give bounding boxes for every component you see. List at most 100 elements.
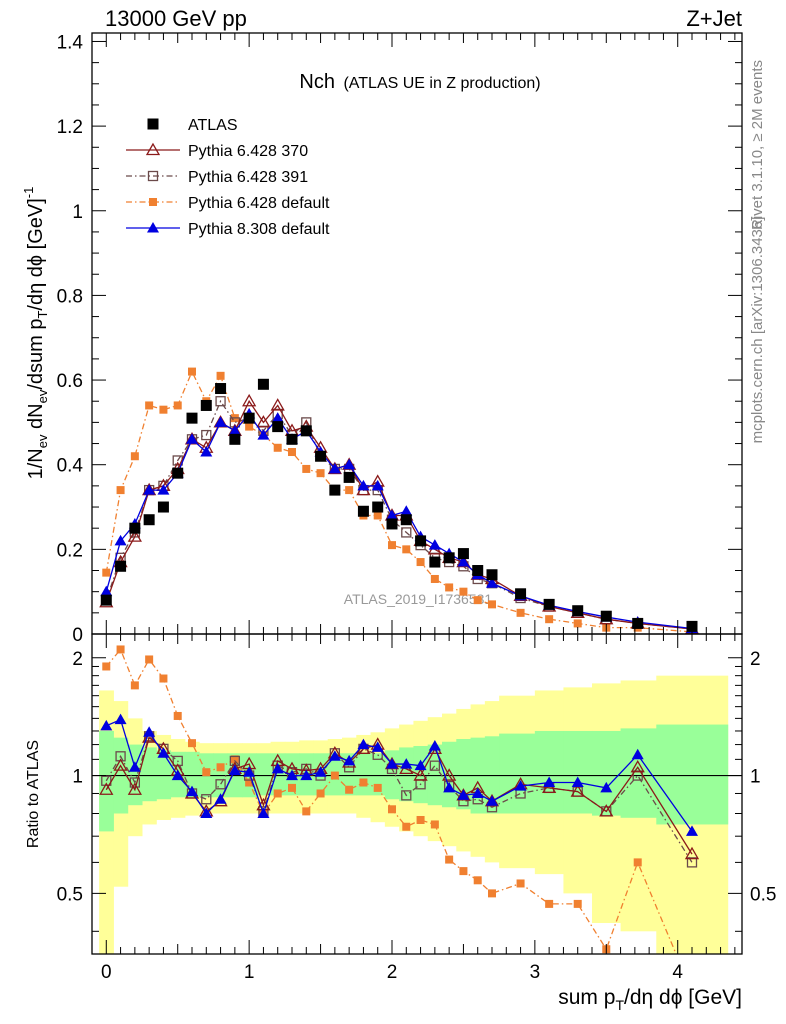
ratio-data-point <box>300 769 313 781</box>
ratio-data-point <box>188 739 196 748</box>
main-data-point <box>286 433 298 445</box>
mcplots-label: mcplots.cern.ch [arXiv:1306.3436] <box>749 217 766 444</box>
main-ytick-label: 0.2 <box>57 540 83 561</box>
xtick-label: 0 <box>101 962 112 983</box>
ratio-data-point <box>127 782 142 795</box>
legend: ATLAS Pythia 6.428 370 Pythia 6.428 391 Pyt… <box>126 117 330 238</box>
ratio-data-point <box>114 713 127 725</box>
main-data-point <box>386 518 398 530</box>
legend-item-pythia-6-428-default: Pythia 6.428 default <box>126 195 330 212</box>
main-data-point <box>429 556 441 568</box>
main-data-point <box>186 433 198 444</box>
main-data-point <box>273 443 282 452</box>
main-data-point <box>172 467 184 479</box>
watermark: ATLAS_2019_I1736531 <box>344 591 493 607</box>
main-data-point <box>400 505 413 516</box>
ratio-data-point <box>459 867 468 876</box>
main-data-point <box>315 450 327 462</box>
legend-item-pythia-8-308-default: Pythia 8.308 default <box>126 221 330 238</box>
ratio-uncertainty-bands <box>92 675 742 954</box>
main-data-point <box>400 514 412 526</box>
main-ytick-label: 1.2 <box>57 117 83 138</box>
xtick-label: 3 <box>530 962 541 983</box>
main-data-point <box>302 464 311 473</box>
ratio-data-point <box>599 804 614 817</box>
ratio-data-point <box>471 787 484 798</box>
legend-label: Pythia 6.428 default <box>188 195 330 212</box>
legend-item-pythia-6-428-370: Pythia 6.428 370 <box>126 142 308 160</box>
main-panel-series <box>99 367 700 634</box>
main-data-point <box>401 527 412 538</box>
legend-marker <box>145 142 161 156</box>
main-ytick-label: 0.4 <box>57 456 84 477</box>
main-data-point <box>216 371 225 380</box>
ratio-series-line <box>106 718 693 832</box>
plot-title-sub: (ATLAS UE in Z production) <box>343 75 540 92</box>
main-data-point <box>459 587 468 596</box>
main-data-point <box>288 448 296 457</box>
ratio-data-point <box>202 768 211 777</box>
main-data-point <box>416 558 425 567</box>
ratio-data-point <box>143 726 156 737</box>
ratio-data-point <box>686 825 698 836</box>
main-data-point <box>200 446 213 457</box>
green-band-bin <box>656 724 729 825</box>
main-data-point <box>257 429 270 440</box>
main-ytick-label: 1 <box>72 202 83 223</box>
ratio-data-point <box>145 655 154 664</box>
main-data-point <box>130 452 139 461</box>
ratio-data-point <box>216 763 225 772</box>
main-data-point <box>100 585 113 597</box>
ratio-data-point <box>545 899 554 908</box>
legend-label: Pythia 8.308 default <box>188 221 330 238</box>
ratio-data-point <box>429 760 441 771</box>
ratio-data-point <box>543 776 556 788</box>
legend-item-atlas: ATLAS <box>147 117 238 134</box>
ratio-data-point <box>630 759 645 773</box>
legend-marker <box>149 198 157 206</box>
ratio-data-point <box>401 790 412 801</box>
ratio-data-point <box>100 719 113 731</box>
main-data-point <box>145 401 154 410</box>
ratio-data-point <box>359 778 368 787</box>
main-data-point <box>271 412 284 423</box>
main-data-point <box>686 620 698 632</box>
ratio-data-point <box>316 789 325 798</box>
main-series-line <box>105 412 693 630</box>
ratio-data-point <box>230 755 239 764</box>
main-data-point <box>214 416 227 427</box>
axes: 0 0.2 0.4 0.6 0.8 1 1.2 1.4 0 1 2 3 4 0.5 0.5 1 1 2 2 <box>57 32 777 983</box>
ratio-data-point <box>286 769 298 781</box>
ratio-data-point <box>631 748 644 760</box>
main-data-point <box>157 484 170 495</box>
main-data-point <box>345 486 354 495</box>
ratio-data-point <box>157 747 170 758</box>
main-ytick-label: 1.4 <box>57 32 84 53</box>
main-data-point <box>516 608 525 617</box>
ratio-data-point <box>273 789 282 798</box>
ratio-data-point <box>388 805 396 814</box>
main-data-point <box>143 514 155 526</box>
ratio-data-point <box>400 758 413 769</box>
main-data-point <box>143 484 156 495</box>
ratio-data-point <box>200 807 213 818</box>
ratio-data-point <box>271 762 284 774</box>
main-data-point <box>371 479 384 491</box>
main-data-point <box>270 398 285 411</box>
header-right: Z+Jet <box>686 6 742 31</box>
ratio-data-point <box>402 822 411 831</box>
main-data-point <box>428 539 441 550</box>
main-data-point <box>300 425 312 437</box>
ratio-data-point <box>542 780 557 794</box>
ratio-ytick-label-right: 0.5 <box>750 884 776 905</box>
ratio-data-point <box>684 846 700 860</box>
main-data-point <box>245 422 254 431</box>
ratio-data-point <box>442 768 457 781</box>
main-data-point <box>200 399 212 411</box>
main-data-point <box>157 501 169 513</box>
ratio-data-point <box>445 855 454 864</box>
main-data-point <box>159 405 168 414</box>
ratio-data-point <box>330 771 339 780</box>
legend-label: Pythia 6.428 370 <box>188 143 308 160</box>
main-data-point <box>343 458 356 470</box>
